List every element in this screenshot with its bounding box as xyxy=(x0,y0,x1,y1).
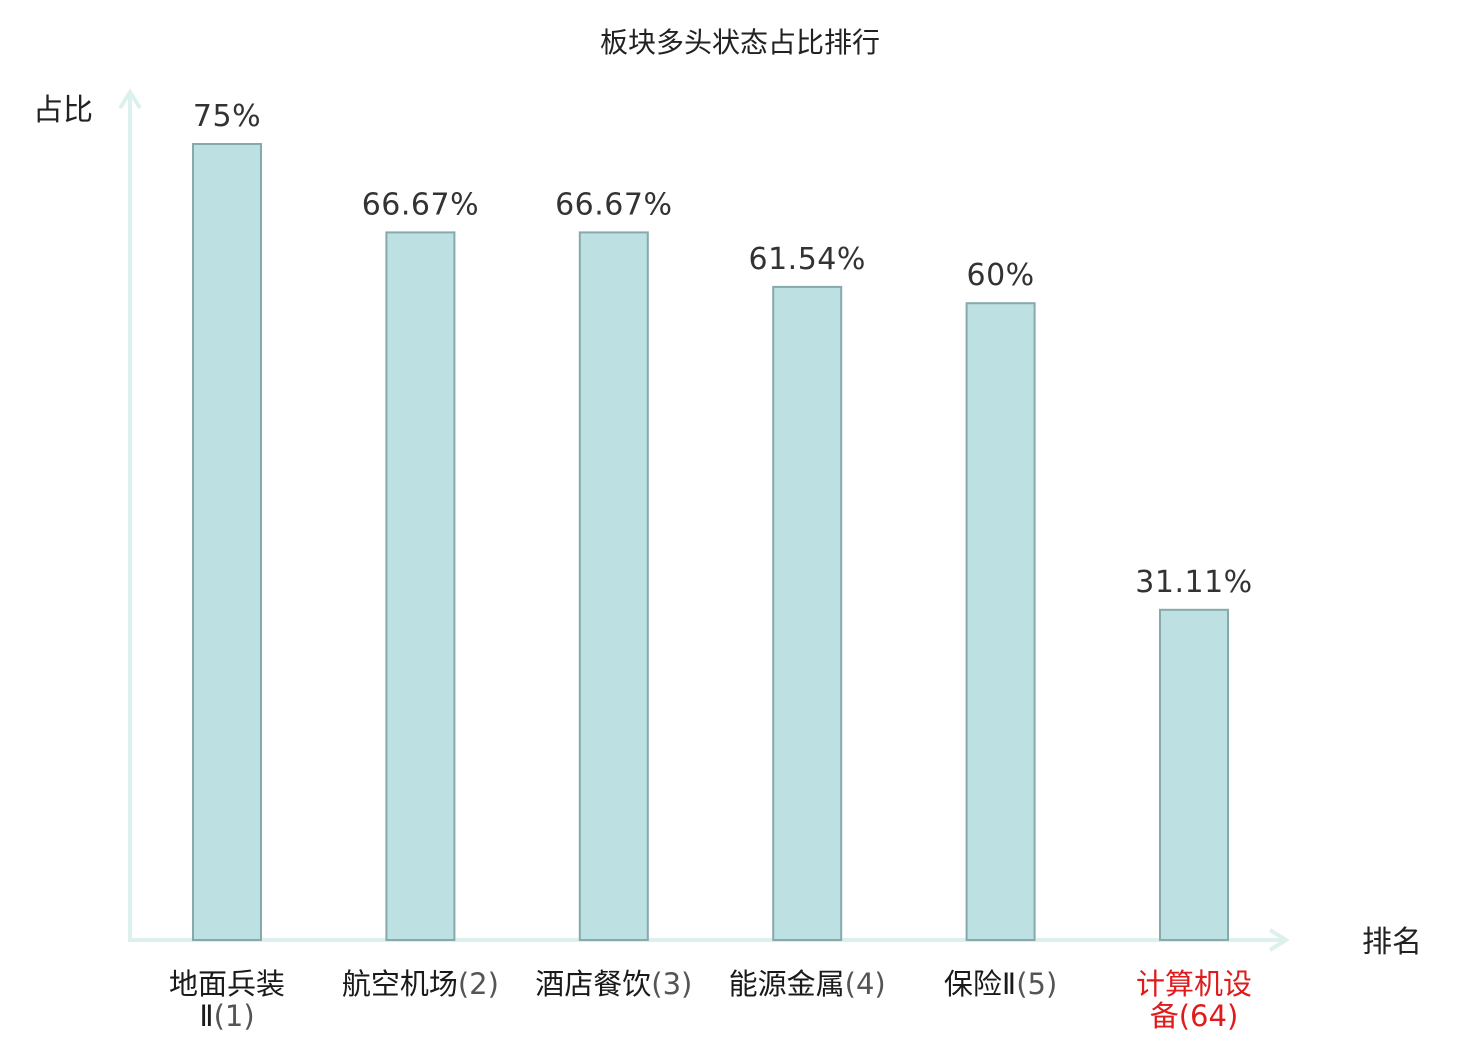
category-labels-group: 地面兵装 Ⅱ(1) 航空机场(2) 酒店餐饮(3) 能源金属(4) 保险Ⅱ(5) 计算机设备… xyxy=(169,967,1252,1033)
chart-title: 板块多头状态占比排行 xyxy=(600,26,880,59)
bar xyxy=(1159,608,1229,941)
value-labels-group: 75% 66.67% 66.67% 61.54% 60% 31.11% xyxy=(193,99,1252,600)
x-tick-label-text: 航空机场(2) xyxy=(342,967,499,1001)
x-tick-label-text: 地面兵装 Ⅱ(1) xyxy=(169,967,285,1033)
x-tick-label-text: 计算机设备(64) xyxy=(1136,967,1252,1033)
x-tick-label: 航空机场(2) xyxy=(342,967,499,1001)
y-axis-label: 占比 xyxy=(33,93,93,128)
x-tick-label: 地面兵装 Ⅱ(1) xyxy=(169,967,285,1033)
bar xyxy=(772,285,843,941)
data-label: 31.11% xyxy=(1135,565,1252,600)
x-axis-arrow-icon xyxy=(1268,928,1290,952)
bar xyxy=(192,143,262,941)
x-tick-label-text: 能源金属(4) xyxy=(729,967,886,1001)
x-tick-label-text: 酒店餐饮(3) xyxy=(535,967,692,1001)
y-axis-arrow-icon xyxy=(118,88,142,110)
bars-group xyxy=(192,143,1229,941)
x-tick-label: 酒店餐饮(3) xyxy=(535,967,692,1001)
x-tick-label: 保险Ⅱ(5) xyxy=(944,967,1057,1001)
x-axis-label: 排名 xyxy=(1362,925,1422,960)
data-label: 75% xyxy=(193,99,261,134)
x-tick-label-text: 保险Ⅱ(5) xyxy=(944,967,1057,1001)
x-tick-label: 计算机设备(64) xyxy=(1136,967,1252,1033)
bar xyxy=(385,231,456,941)
data-label: 66.67% xyxy=(362,187,479,222)
bar xyxy=(578,231,649,941)
data-label: 66.67% xyxy=(555,187,672,222)
bar xyxy=(965,302,1036,941)
x-tick-label: 能源金属(4) xyxy=(729,967,886,1001)
axes xyxy=(118,88,1290,952)
data-label: 61.54% xyxy=(749,242,866,277)
data-label: 60% xyxy=(967,258,1035,293)
